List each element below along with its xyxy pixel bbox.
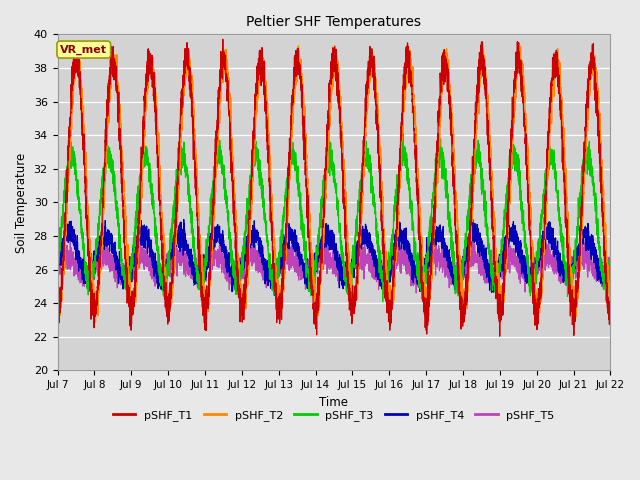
pSHF_T2: [331, 43, 339, 48]
pSHF_T1: [153, 146, 161, 152]
pSHF_T5: [54, 264, 61, 270]
pSHF_T3: [314, 242, 321, 248]
pSHF_T5: [606, 258, 614, 264]
pSHF_T3: [399, 130, 407, 136]
pSHF_T3: [606, 273, 614, 279]
pSHF_T4: [607, 264, 614, 270]
pSHF_T3: [198, 304, 206, 310]
pSHF_T1: [458, 304, 466, 310]
pSHF_T5: [607, 273, 614, 279]
pSHF_T3: [153, 230, 161, 236]
pSHF_T2: [428, 278, 435, 284]
pSHF_T4: [153, 264, 161, 270]
pSHF_T5: [458, 268, 466, 274]
pSHF_T2: [314, 281, 321, 287]
Line: pSHF_T1: pSHF_T1: [58, 39, 611, 336]
pSHF_T1: [428, 268, 435, 274]
pSHF_T3: [607, 271, 614, 277]
pSHF_T2: [92, 319, 99, 325]
pSHF_T5: [255, 236, 262, 241]
pSHF_T4: [314, 248, 321, 254]
Title: Peltier SHF Temperatures: Peltier SHF Temperatures: [246, 15, 422, 29]
pSHF_T3: [428, 218, 435, 224]
pSHF_T4: [54, 256, 61, 262]
pSHF_T2: [607, 300, 614, 306]
pSHF_T5: [412, 290, 420, 296]
pSHF_T2: [153, 121, 161, 127]
pSHF_T1: [607, 312, 614, 317]
pSHF_T2: [54, 297, 61, 302]
pSHF_T4: [428, 248, 435, 254]
pSHF_T3: [54, 252, 61, 258]
pSHF_T1: [490, 234, 497, 240]
pSHF_T4: [458, 271, 466, 276]
pSHF_T3: [490, 275, 497, 280]
Line: pSHF_T2: pSHF_T2: [58, 46, 611, 322]
pSHF_T1: [606, 300, 614, 306]
pSHF_T4: [469, 216, 477, 222]
pSHF_T4: [271, 292, 278, 298]
pSHF_T4: [606, 269, 614, 275]
Y-axis label: Soil Temperature: Soil Temperature: [15, 152, 28, 252]
Line: pSHF_T5: pSHF_T5: [58, 239, 611, 293]
pSHF_T1: [219, 36, 227, 42]
pSHF_T2: [490, 216, 497, 222]
pSHF_T5: [153, 275, 161, 280]
Line: pSHF_T4: pSHF_T4: [58, 219, 611, 295]
Legend: pSHF_T1, pSHF_T2, pSHF_T3, pSHF_T4, pSHF_T5: pSHF_T1, pSHF_T2, pSHF_T3, pSHF_T4, pSHF…: [109, 406, 559, 425]
pSHF_T4: [490, 270, 497, 276]
pSHF_T5: [428, 259, 435, 264]
pSHF_T1: [496, 333, 504, 339]
pSHF_T5: [314, 268, 321, 274]
pSHF_T1: [314, 296, 321, 301]
pSHF_T1: [54, 304, 61, 310]
pSHF_T5: [490, 282, 497, 288]
pSHF_T3: [458, 269, 466, 275]
pSHF_T2: [606, 301, 614, 307]
pSHF_T2: [458, 292, 466, 298]
X-axis label: Time: Time: [319, 396, 349, 408]
Line: pSHF_T3: pSHF_T3: [58, 133, 611, 307]
Text: VR_met: VR_met: [60, 45, 108, 55]
